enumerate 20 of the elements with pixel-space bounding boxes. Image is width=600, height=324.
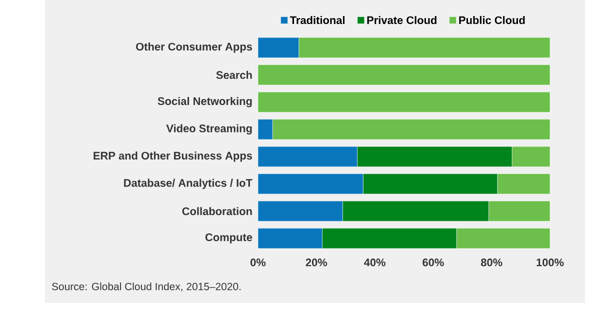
y-tick-label: Other Consumer Apps	[136, 42, 252, 53]
x-tick-label: 60%	[422, 258, 444, 266]
y-tick-label: Search	[216, 70, 252, 79]
legend-label: Private Cloud	[367, 16, 436, 24]
x-tick-label: 80%	[480, 258, 502, 266]
x-tick-label: 100%	[536, 258, 564, 266]
y-tick-label: Database/ Analytics / IoT	[124, 178, 252, 189]
y-tick-label: Video Streaming	[166, 124, 252, 135]
x-tick-label: 40%	[364, 258, 386, 266]
bar	[258, 92, 550, 112]
y-tick-label: Collaboration	[182, 207, 252, 216]
legend-label: Traditional	[290, 16, 344, 24]
x-tick-label: 0%	[250, 258, 266, 266]
source-note: Source: Global Cloud Index, 2015–2020.	[52, 282, 240, 292]
y-tick-label: Social Networking	[158, 97, 252, 108]
y-tick-label: Compute	[205, 233, 252, 244]
bar	[258, 64, 550, 86]
y-tick-label: ERP and Other Business Apps	[94, 152, 252, 162]
legend-label: Public Cloud	[459, 16, 525, 24]
x-tick-label: 20%	[306, 258, 328, 266]
